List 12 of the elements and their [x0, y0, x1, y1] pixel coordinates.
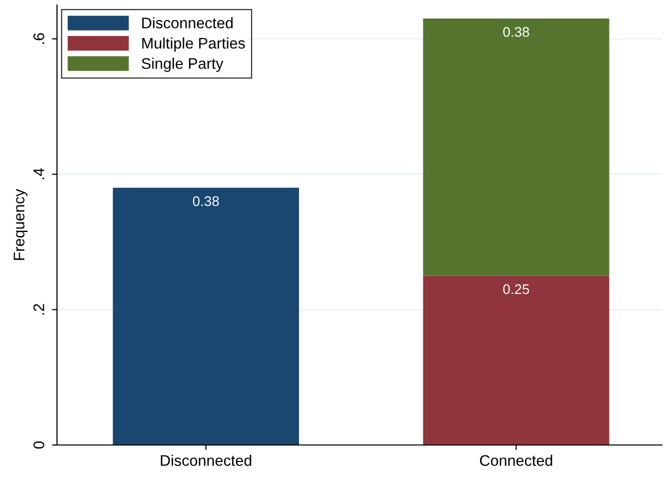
- x-tick-label: Connected: [480, 454, 552, 466]
- data-label: 0.38: [503, 27, 530, 37]
- legend-label: Multiple Parties: [142, 37, 245, 52]
- legend-label: Disconnected: [142, 17, 233, 28]
- y-tick-label: .6: [33, 33, 44, 44]
- data-label: 0.38: [192, 196, 219, 206]
- data-label: 0.25: [503, 284, 530, 294]
- legend-label: Single Party: [142, 58, 224, 72]
- y-tick-label: .4: [34, 168, 44, 180]
- y-tick-label: 0: [33, 441, 44, 449]
- y-tick-label: .2: [33, 304, 44, 315]
- y-axis-title: Frequency: [14, 188, 28, 260]
